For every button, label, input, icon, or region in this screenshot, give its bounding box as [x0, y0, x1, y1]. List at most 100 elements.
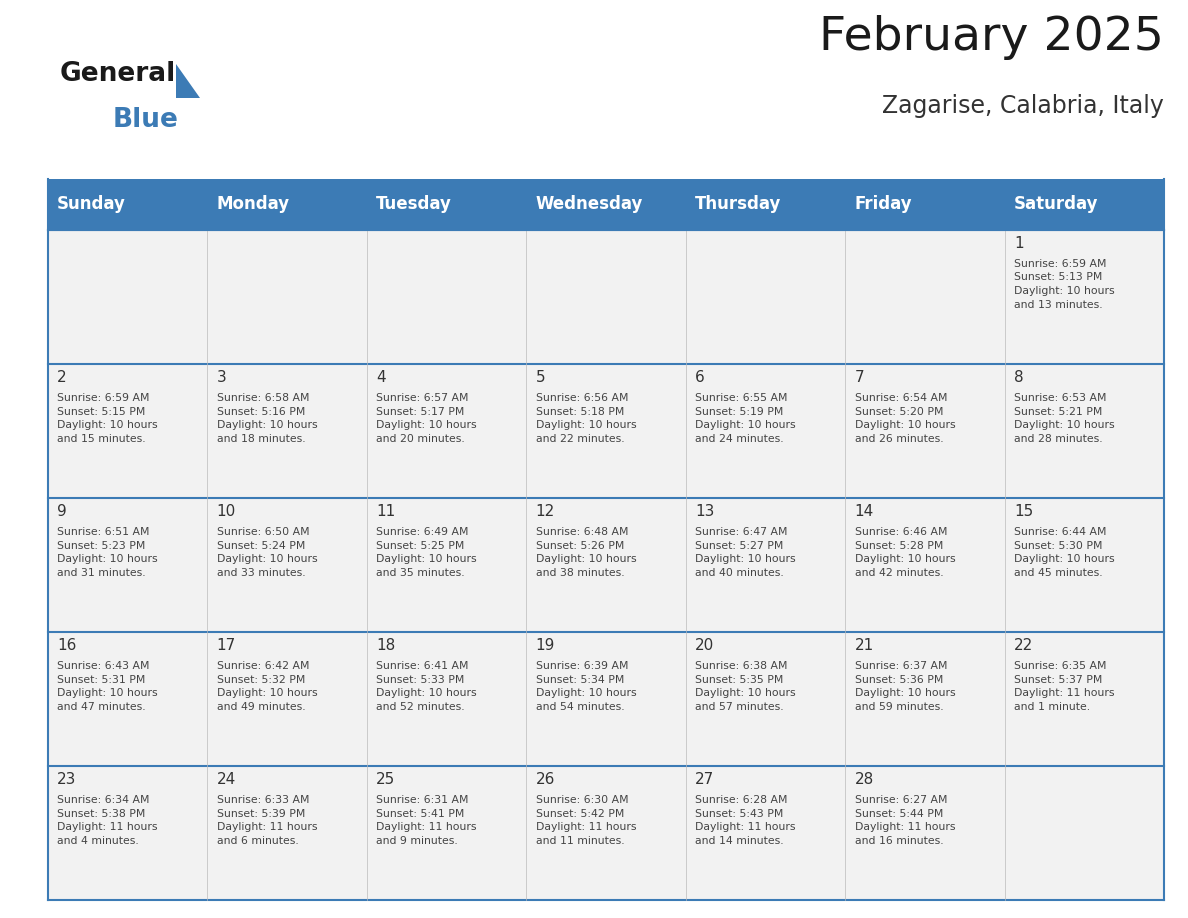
Bar — [1005, 766, 1164, 900]
Text: Sunrise: 6:57 AM
Sunset: 5:17 PM
Daylight: 10 hours
and 20 minutes.: Sunrise: 6:57 AM Sunset: 5:17 PM Dayligh… — [377, 393, 476, 443]
Bar — [845, 364, 1005, 498]
Text: Sunrise: 6:58 AM
Sunset: 5:16 PM
Daylight: 10 hours
and 18 minutes.: Sunrise: 6:58 AM Sunset: 5:16 PM Dayligh… — [216, 393, 317, 443]
Text: 16: 16 — [57, 638, 76, 653]
Text: Sunrise: 6:28 AM
Sunset: 5:43 PM
Daylight: 11 hours
and 14 minutes.: Sunrise: 6:28 AM Sunset: 5:43 PM Dayligh… — [695, 795, 796, 845]
Bar — [685, 364, 845, 498]
Text: Sunrise: 6:39 AM
Sunset: 5:34 PM
Daylight: 10 hours
and 54 minutes.: Sunrise: 6:39 AM Sunset: 5:34 PM Dayligh… — [536, 661, 637, 711]
Bar — [526, 230, 685, 364]
Text: 17: 17 — [216, 638, 235, 653]
Text: Sunday: Sunday — [57, 196, 126, 213]
Text: Sunrise: 6:31 AM
Sunset: 5:41 PM
Daylight: 11 hours
and 9 minutes.: Sunrise: 6:31 AM Sunset: 5:41 PM Dayligh… — [377, 795, 476, 845]
Bar — [207, 364, 367, 498]
Text: 10: 10 — [216, 504, 235, 519]
Text: Sunrise: 6:47 AM
Sunset: 5:27 PM
Daylight: 10 hours
and 40 minutes.: Sunrise: 6:47 AM Sunset: 5:27 PM Dayligh… — [695, 527, 796, 577]
Text: 5: 5 — [536, 370, 545, 385]
Text: 9: 9 — [57, 504, 67, 519]
Text: 26: 26 — [536, 772, 555, 787]
Text: Sunrise: 6:30 AM
Sunset: 5:42 PM
Daylight: 11 hours
and 11 minutes.: Sunrise: 6:30 AM Sunset: 5:42 PM Dayligh… — [536, 795, 636, 845]
Text: 20: 20 — [695, 638, 714, 653]
Bar — [1005, 632, 1164, 766]
Text: 22: 22 — [1015, 638, 1034, 653]
Text: Blue: Blue — [113, 107, 178, 133]
Text: Friday: Friday — [854, 196, 912, 213]
Text: Sunrise: 6:53 AM
Sunset: 5:21 PM
Daylight: 10 hours
and 28 minutes.: Sunrise: 6:53 AM Sunset: 5:21 PM Dayligh… — [1015, 393, 1114, 443]
Text: 11: 11 — [377, 504, 396, 519]
Text: 28: 28 — [854, 772, 874, 787]
Text: 21: 21 — [854, 638, 874, 653]
Bar — [1005, 364, 1164, 498]
Text: 4: 4 — [377, 370, 386, 385]
Text: Wednesday: Wednesday — [536, 196, 643, 213]
Text: 7: 7 — [854, 370, 865, 385]
Text: Thursday: Thursday — [695, 196, 782, 213]
Text: Sunrise: 6:27 AM
Sunset: 5:44 PM
Daylight: 11 hours
and 16 minutes.: Sunrise: 6:27 AM Sunset: 5:44 PM Dayligh… — [854, 795, 955, 845]
Bar — [1005, 498, 1164, 632]
Text: Sunrise: 6:59 AM
Sunset: 5:13 PM
Daylight: 10 hours
and 13 minutes.: Sunrise: 6:59 AM Sunset: 5:13 PM Dayligh… — [1015, 259, 1114, 309]
Bar — [48, 498, 207, 632]
Text: Sunrise: 6:33 AM
Sunset: 5:39 PM
Daylight: 11 hours
and 6 minutes.: Sunrise: 6:33 AM Sunset: 5:39 PM Dayligh… — [216, 795, 317, 845]
Text: Sunrise: 6:56 AM
Sunset: 5:18 PM
Daylight: 10 hours
and 22 minutes.: Sunrise: 6:56 AM Sunset: 5:18 PM Dayligh… — [536, 393, 637, 443]
Bar — [48, 632, 207, 766]
Text: 13: 13 — [695, 504, 714, 519]
Text: 6: 6 — [695, 370, 704, 385]
Bar — [685, 766, 845, 900]
Text: General: General — [59, 62, 176, 87]
Bar — [207, 498, 367, 632]
Polygon shape — [176, 64, 200, 98]
Bar — [845, 632, 1005, 766]
Bar — [685, 230, 845, 364]
Text: Sunrise: 6:51 AM
Sunset: 5:23 PM
Daylight: 10 hours
and 31 minutes.: Sunrise: 6:51 AM Sunset: 5:23 PM Dayligh… — [57, 527, 158, 577]
Bar — [685, 498, 845, 632]
Text: 27: 27 — [695, 772, 714, 787]
Text: Sunrise: 6:42 AM
Sunset: 5:32 PM
Daylight: 10 hours
and 49 minutes.: Sunrise: 6:42 AM Sunset: 5:32 PM Dayligh… — [216, 661, 317, 711]
Text: Sunrise: 6:43 AM
Sunset: 5:31 PM
Daylight: 10 hours
and 47 minutes.: Sunrise: 6:43 AM Sunset: 5:31 PM Dayligh… — [57, 661, 158, 711]
Text: Sunrise: 6:34 AM
Sunset: 5:38 PM
Daylight: 11 hours
and 4 minutes.: Sunrise: 6:34 AM Sunset: 5:38 PM Dayligh… — [57, 795, 158, 845]
Text: Sunrise: 6:35 AM
Sunset: 5:37 PM
Daylight: 11 hours
and 1 minute.: Sunrise: 6:35 AM Sunset: 5:37 PM Dayligh… — [1015, 661, 1114, 711]
Text: Sunrise: 6:49 AM
Sunset: 5:25 PM
Daylight: 10 hours
and 35 minutes.: Sunrise: 6:49 AM Sunset: 5:25 PM Dayligh… — [377, 527, 476, 577]
Bar — [207, 766, 367, 900]
Bar — [526, 498, 685, 632]
Bar — [845, 498, 1005, 632]
Text: 12: 12 — [536, 504, 555, 519]
Bar — [367, 766, 526, 900]
Bar — [207, 230, 367, 364]
Text: 3: 3 — [216, 370, 226, 385]
Text: 15: 15 — [1015, 504, 1034, 519]
Bar — [367, 230, 526, 364]
Bar — [367, 632, 526, 766]
Text: Saturday: Saturday — [1015, 196, 1099, 213]
Text: 2: 2 — [57, 370, 67, 385]
Bar — [1005, 230, 1164, 364]
Bar — [685, 632, 845, 766]
Text: February 2025: February 2025 — [820, 15, 1164, 60]
Bar — [845, 230, 1005, 364]
Text: Sunrise: 6:59 AM
Sunset: 5:15 PM
Daylight: 10 hours
and 15 minutes.: Sunrise: 6:59 AM Sunset: 5:15 PM Dayligh… — [57, 393, 158, 443]
Bar — [367, 498, 526, 632]
Text: Sunrise: 6:54 AM
Sunset: 5:20 PM
Daylight: 10 hours
and 26 minutes.: Sunrise: 6:54 AM Sunset: 5:20 PM Dayligh… — [854, 393, 955, 443]
Text: Sunrise: 6:44 AM
Sunset: 5:30 PM
Daylight: 10 hours
and 45 minutes.: Sunrise: 6:44 AM Sunset: 5:30 PM Dayligh… — [1015, 527, 1114, 577]
Text: 14: 14 — [854, 504, 874, 519]
Bar — [48, 766, 207, 900]
Text: Sunrise: 6:46 AM
Sunset: 5:28 PM
Daylight: 10 hours
and 42 minutes.: Sunrise: 6:46 AM Sunset: 5:28 PM Dayligh… — [854, 527, 955, 577]
Text: Zagarise, Calabria, Italy: Zagarise, Calabria, Italy — [883, 94, 1164, 118]
Text: 19: 19 — [536, 638, 555, 653]
Text: 18: 18 — [377, 638, 396, 653]
Text: Sunrise: 6:48 AM
Sunset: 5:26 PM
Daylight: 10 hours
and 38 minutes.: Sunrise: 6:48 AM Sunset: 5:26 PM Dayligh… — [536, 527, 637, 577]
Bar — [845, 766, 1005, 900]
Text: 25: 25 — [377, 772, 396, 787]
Text: Monday: Monday — [216, 196, 290, 213]
Bar — [526, 364, 685, 498]
Bar — [48, 364, 207, 498]
Text: Sunrise: 6:37 AM
Sunset: 5:36 PM
Daylight: 10 hours
and 59 minutes.: Sunrise: 6:37 AM Sunset: 5:36 PM Dayligh… — [854, 661, 955, 711]
Bar — [367, 364, 526, 498]
Text: 1: 1 — [1015, 236, 1024, 251]
Text: Sunrise: 6:38 AM
Sunset: 5:35 PM
Daylight: 10 hours
and 57 minutes.: Sunrise: 6:38 AM Sunset: 5:35 PM Dayligh… — [695, 661, 796, 711]
Text: 8: 8 — [1015, 370, 1024, 385]
Text: Sunrise: 6:50 AM
Sunset: 5:24 PM
Daylight: 10 hours
and 33 minutes.: Sunrise: 6:50 AM Sunset: 5:24 PM Dayligh… — [216, 527, 317, 577]
Text: Sunrise: 6:41 AM
Sunset: 5:33 PM
Daylight: 10 hours
and 52 minutes.: Sunrise: 6:41 AM Sunset: 5:33 PM Dayligh… — [377, 661, 476, 711]
Text: Sunrise: 6:55 AM
Sunset: 5:19 PM
Daylight: 10 hours
and 24 minutes.: Sunrise: 6:55 AM Sunset: 5:19 PM Dayligh… — [695, 393, 796, 443]
Bar — [48, 179, 1164, 230]
Text: 23: 23 — [57, 772, 76, 787]
Bar — [48, 230, 207, 364]
Text: Tuesday: Tuesday — [377, 196, 451, 213]
